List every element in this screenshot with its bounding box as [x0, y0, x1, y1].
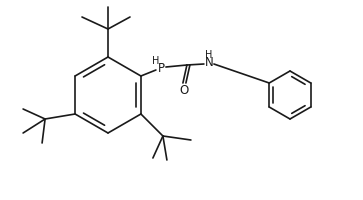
- Text: N: N: [204, 56, 213, 70]
- Text: H: H: [205, 50, 213, 60]
- Text: P: P: [158, 62, 164, 74]
- Text: H: H: [152, 56, 160, 66]
- Text: O: O: [179, 84, 188, 98]
